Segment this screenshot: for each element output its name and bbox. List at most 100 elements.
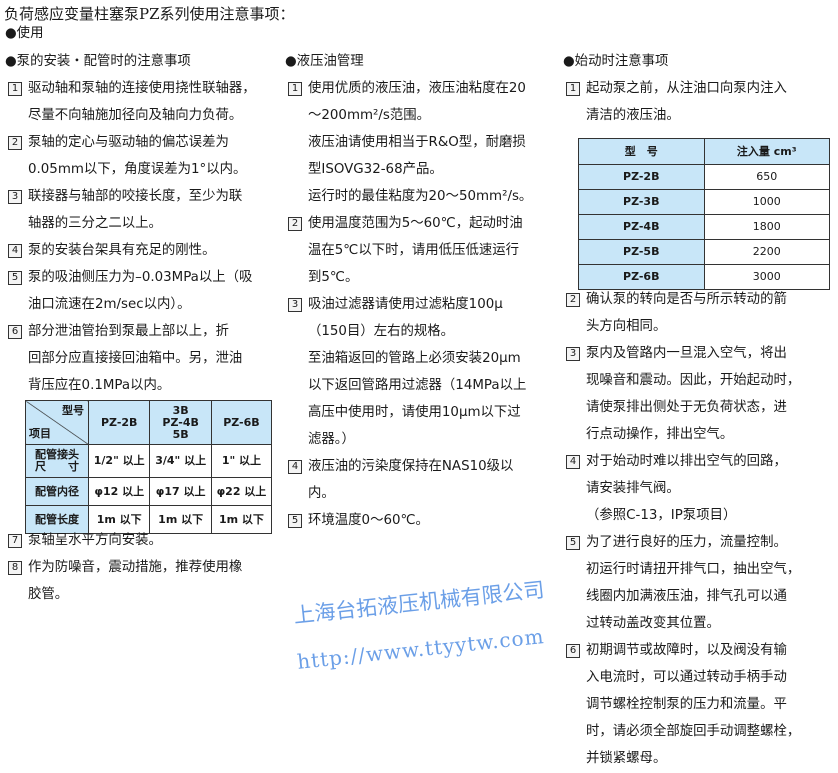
item-number-box: 6 [8, 325, 22, 339]
table-cell: 3/4" 以上 [149, 444, 212, 478]
list-item-line: 初期调节或故障时，以及阀没有输 [586, 643, 787, 658]
table-cell: 1m 以下 [210, 505, 273, 534]
list-item-line: 作为防噪音，震动措施，推荐使用橡 [28, 560, 243, 575]
list-item-line: 使用温度范围为5～60℃，起动时油 [308, 216, 523, 231]
item-number-box: 2 [288, 217, 302, 231]
list-item-line: 尽量不向轴施加径向及轴向力负荷。 [28, 108, 243, 123]
list-item-line: 吸油过滤器请使用过滤粘度100μ [308, 297, 503, 312]
list-item-line: 对于始动时难以排出空气的回路， [586, 454, 787, 469]
volume-cell: 1800 [703, 214, 830, 240]
list-item-line: 驱动轴和泵轴的连接使用挠性联轴器， [28, 81, 256, 96]
table-cell: 1" 以上 [210, 444, 273, 478]
item-number-box: 4 [8, 244, 22, 258]
list-item-line: 为了进行良好的压力，流量控制。 [586, 535, 787, 550]
item-number-box: 6 [566, 644, 580, 658]
watermark-company: 上海台拓液压机械有限公司 [292, 577, 546, 628]
list-item-line: 液压油的污染度保持在NAS10级以 [308, 459, 514, 474]
list-item-line: 起动泵之前，从注油口向泵内注入 [586, 81, 787, 96]
item-number-box: 4 [566, 455, 580, 469]
volume-cell: 3000 [703, 264, 830, 290]
model-cell: PZ-5B [578, 239, 705, 265]
item-number-box: 5 [8, 271, 22, 285]
list-item-line: 部分泄油管抬到泵最上部以上，折 [28, 324, 229, 339]
list-item-line: 内。 [308, 486, 335, 501]
list-item-line: 以下返回管路用过滤器（14MPa以上 [308, 378, 527, 393]
table-corner-cell: 型号 项目 [25, 400, 89, 445]
list-item-line: 时，请必须全部旋回手动调整螺栓， [586, 724, 801, 739]
table-header-cell: PZ-2B [87, 400, 151, 445]
row-label-cell: 配管长度 [25, 505, 89, 534]
model-cell: PZ-6B [578, 264, 705, 290]
section-heading-use: ●使用 [5, 26, 44, 41]
table-header-cell: PZ-6B [210, 400, 273, 445]
page-title: 负荷感应变量柱塞泵PZ系列使用注意事项： [4, 5, 295, 23]
list-item-line: 背压应在0.1MPa以内。 [28, 378, 171, 393]
model-cell: PZ-3B [578, 189, 705, 215]
list-item-line: 油口流速在2m/sec以内）。 [28, 297, 191, 312]
table-header-row: 型号 项目 PZ-2B 3B PZ-4B 5B PZ-6B [25, 400, 273, 445]
list-item-line: 环境温度0～60℃。 [308, 513, 429, 528]
table-row: PZ-5B 2200 [578, 239, 830, 265]
list-item-line: 高压中使用时，请使用10μm以下过 [308, 405, 521, 420]
table-cell: 1m 以下 [87, 505, 151, 534]
item-number-box: 7 [8, 534, 22, 548]
list-item-line: 泵的吸油侧压力为–0.03MPa以上（吸 [28, 270, 253, 285]
list-item-line: 线圈内加满液压油，排气孔可以通 [586, 589, 787, 604]
list-item-line: 调节螺栓控制泵的压力和流量。平 [586, 697, 787, 712]
column-heading: ●液压油管理 [285, 54, 364, 69]
table-cell: φ17 以上 [149, 477, 212, 506]
list-item-line: ～200mm²/s范围。 [308, 108, 431, 123]
list-item-line: 至油箱返回的管路上必须安装20μm [308, 351, 521, 366]
volume-cell: 2200 [703, 239, 830, 265]
table-row: 配管内径 φ12 以上 φ17 以上 φ22 以上 [25, 477, 273, 506]
corner-model-label: 型号 [62, 404, 84, 417]
list-item-line: 现噪音和震动。因此，开始起动时， [586, 373, 801, 388]
list-item-line: 请安装排气阀。 [586, 481, 680, 496]
table-cell: 1/2" 以上 [87, 444, 151, 478]
list-item-line: 胶管。 [28, 587, 69, 602]
table-header-cell: 3B PZ-4B 5B [149, 400, 212, 445]
item-number-box: 2 [566, 293, 580, 307]
list-item-line: 并锁紧螺母。 [586, 751, 667, 766]
list-item-line: 清洁的液压油。 [586, 108, 680, 123]
list-item-line: 入电流时，可以通过转动手柄手动 [586, 670, 787, 685]
table-cell: φ22 以上 [210, 477, 273, 506]
table-header-cell: 注入量 cm³ [703, 138, 830, 165]
list-item-line: 温在5℃以下时，请用低压低速运行 [308, 243, 520, 258]
row-label-cell: 配管接头尺 寸 [25, 444, 89, 478]
list-item-line: 泵轴的定心与驱动轴的偏芯误差为 [28, 135, 229, 150]
list-item-line: 到5℃。 [308, 270, 359, 285]
item-number-box: 5 [288, 514, 302, 528]
item-number-box: 3 [8, 190, 22, 204]
list-item-line: 运行时的最佳粘度为20～50mm²/s。 [308, 189, 533, 204]
list-item-line: 联接器与轴部的咬接长度，至少为联 [28, 189, 243, 204]
list-item-line: 泵轴呈水平方向安装。 [28, 533, 162, 548]
column-heading: ●泵的安装・配管时的注意事项 [5, 54, 191, 69]
list-item-line: （150目）左右的规格。 [308, 324, 455, 339]
volume-cell: 650 [703, 164, 830, 190]
oil-fill-table: 型 号注入量 cm³ PZ-2B 650 PZ-3B 1000 PZ-4B 1800 PZ-5… [578, 138, 830, 290]
item-number-box: 2 [8, 136, 22, 150]
list-item-line: 头方向相同。 [586, 319, 667, 334]
item-number-box: 3 [288, 298, 302, 312]
list-item-line: 型ISOVG32-68产品。 [308, 162, 443, 177]
table-row: 配管长度 1m 以下 1m 以下 1m 以下 [25, 505, 273, 534]
table-row: 配管接头尺 寸 1/2" 以上 3/4" 以上 1" 以上 [25, 444, 273, 478]
list-item-line: 行点动操作，排出空气。 [586, 427, 734, 442]
list-item-line: 请使泵排出侧处于无负荷状态，进 [586, 400, 787, 415]
list-item-line: 泵内及管路内一旦混入空气，将出 [586, 346, 787, 361]
row-label-cell: 配管内径 [25, 477, 89, 506]
list-item-line: 液压油请使用相当于R&O型，耐磨损 [308, 135, 526, 150]
list-item-line: 过转动盖改变其位置。 [586, 616, 720, 631]
list-item-line: 轴器的三分之二以上。 [28, 216, 162, 231]
table-row: PZ-2B 650 [578, 164, 830, 190]
item-number-box: 3 [566, 347, 580, 361]
table-header-row: 型 号注入量 cm³ [578, 138, 830, 165]
table-row: PZ-6B 3000 [578, 264, 830, 290]
list-item-line: 回部分应直接接回油箱中。另，泄油 [28, 351, 243, 366]
table-row: PZ-4B 1800 [578, 214, 830, 240]
list-item-line: （参照C-13，IP泵项目） [586, 508, 737, 523]
column-heading: ●始动时注意事项 [563, 54, 669, 69]
list-item-line: 泵的安装台架具有充足的刚性。 [28, 243, 216, 258]
list-item-line: 使用优质的液压油，液压油粘度在20 [308, 81, 526, 96]
